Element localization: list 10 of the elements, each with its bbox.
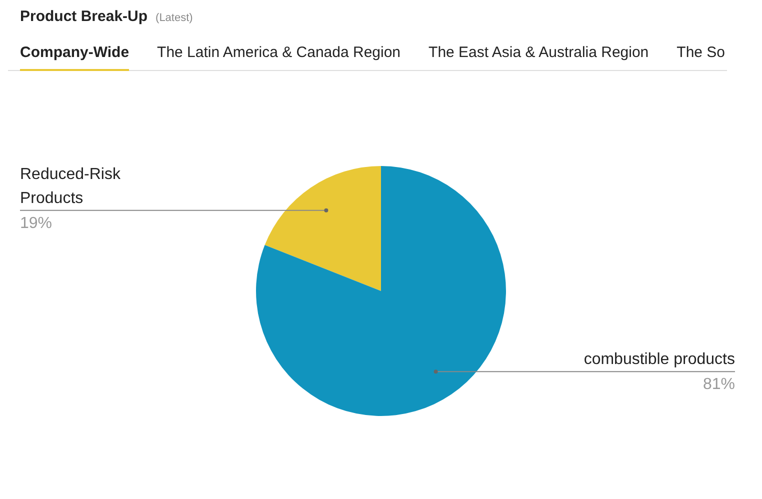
chart-title: Product Break-Up (20, 8, 148, 25)
data-label: 81% (702, 376, 735, 394)
slice-label: Reduced-Risk Products (20, 166, 122, 207)
text: Company-Wide (20, 44, 130, 61)
text: The Latin America & Canada Region (157, 44, 401, 61)
chart-subtitle: (Latest) (156, 12, 193, 24)
text: The So (676, 44, 726, 61)
data-label: 19% (20, 214, 52, 232)
slice-label: combustible products (584, 351, 735, 368)
text: The East Asia & Australia Region (428, 44, 649, 61)
